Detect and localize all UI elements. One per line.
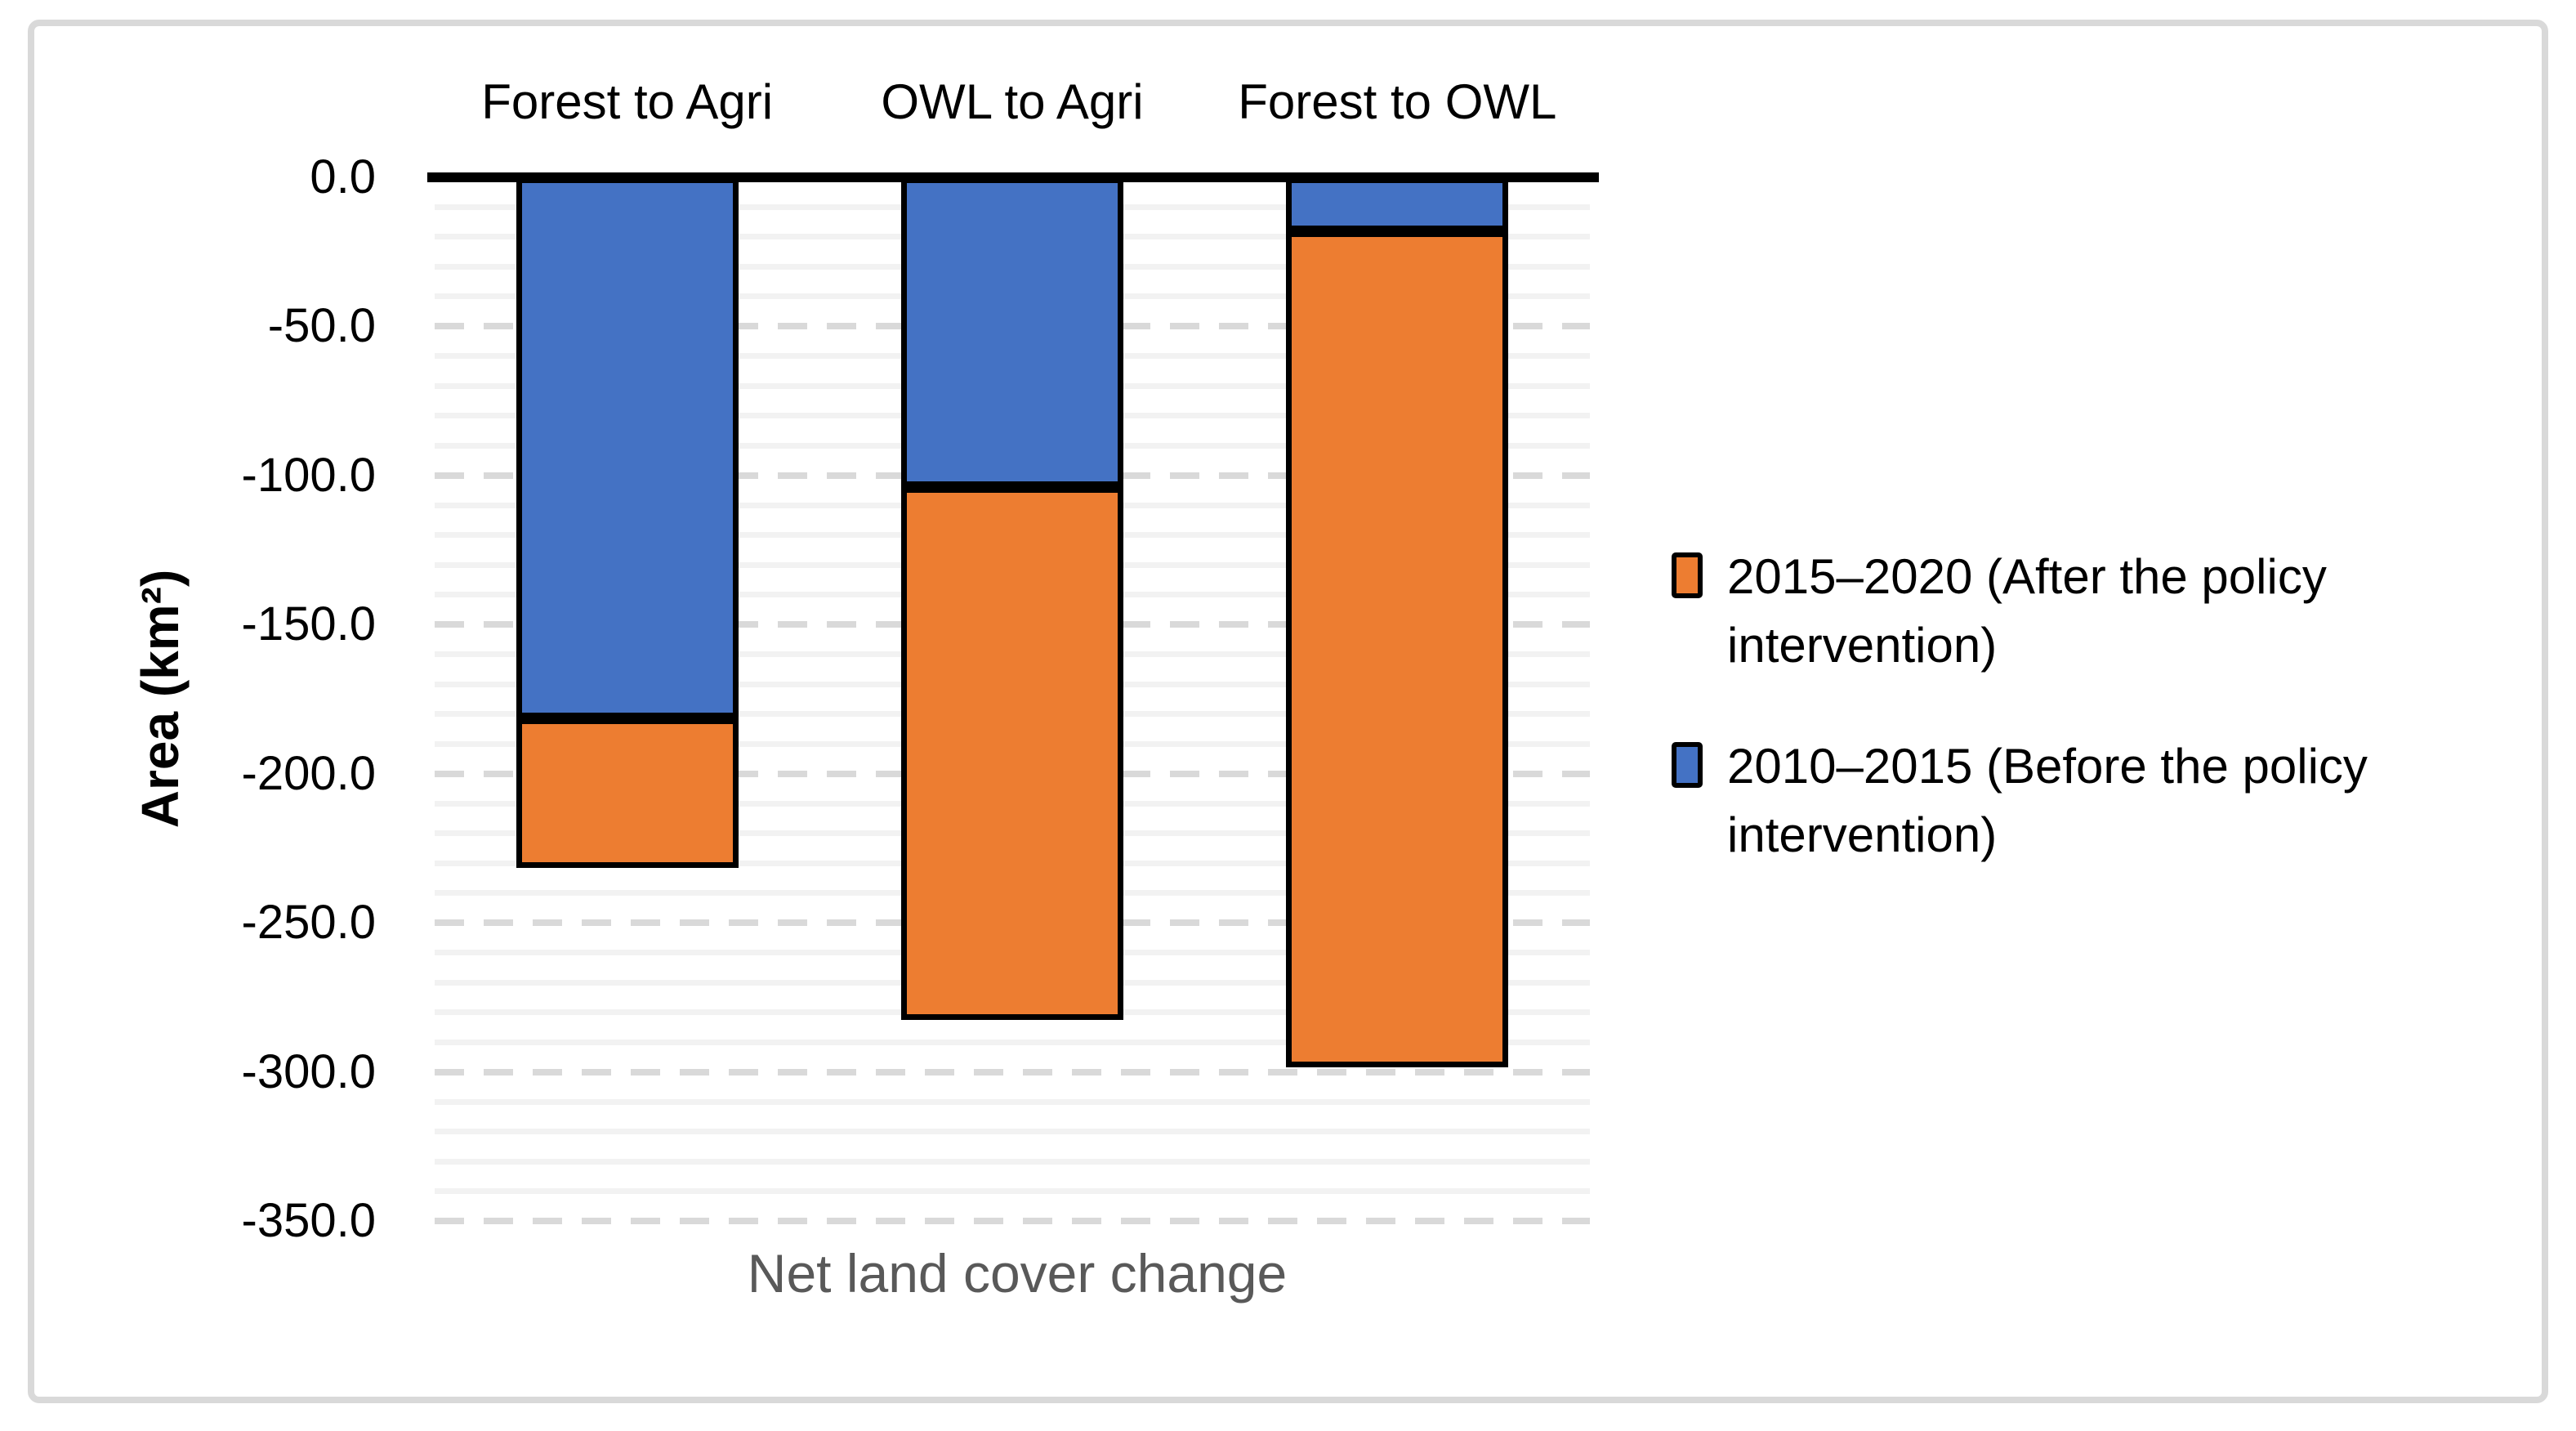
x-axis-title: Net land cover change	[747, 1243, 1288, 1304]
bar-segment-2010-2015	[1286, 177, 1509, 231]
bar-segment-2015-2020	[1286, 230, 1509, 1068]
y-tick-label: -250.0	[241, 896, 376, 950]
y-tick-label: -100.0	[241, 448, 376, 502]
y-tick-label: 0.0	[310, 150, 376, 203]
legend-swatch-blue	[1672, 742, 1703, 788]
bar-segment-2010-2015	[901, 177, 1123, 488]
category-label: Forest to Agri	[481, 74, 774, 129]
y-tick-label: -300.0	[241, 1044, 376, 1098]
y-tick-label: -200.0	[241, 746, 376, 800]
gridline-minor	[435, 1158, 1590, 1165]
y-axis-title: Area (km²)	[131, 569, 190, 829]
gridline-minor	[435, 1129, 1590, 1135]
gridline-minor	[435, 1039, 1590, 1045]
legend: 2015–2020 (After the policy intervention…	[1672, 543, 2503, 870]
bar-segment-2015-2020	[901, 487, 1123, 1020]
legend-label: 2015–2020 (After the policy intervention…	[1727, 549, 2327, 673]
gridline-minor	[435, 1188, 1590, 1194]
category-label: Forest to OWL	[1238, 74, 1557, 129]
y-tick-label: -50.0	[267, 299, 376, 353]
bar-segment-2010-2015	[516, 177, 739, 719]
gridline-major	[435, 1218, 1590, 1224]
legend-swatch-orange	[1672, 552, 1703, 598]
legend-label: 2010–2015 (Before the policy interventio…	[1727, 739, 2368, 862]
y-tick-label: -150.0	[241, 597, 376, 651]
bar-segment-2015-2020	[516, 718, 739, 868]
legend-item: 2010–2015 (Before the policy interventio…	[1672, 732, 2503, 870]
category-label: OWL to Agri	[881, 74, 1144, 129]
gridline-minor	[435, 1098, 1590, 1105]
legend-item: 2015–2020 (After the policy intervention…	[1672, 543, 2503, 680]
gridline-major	[435, 1068, 1590, 1075]
y-tick-label: -350.0	[241, 1194, 376, 1247]
chart-border-frame	[28, 20, 2548, 1403]
